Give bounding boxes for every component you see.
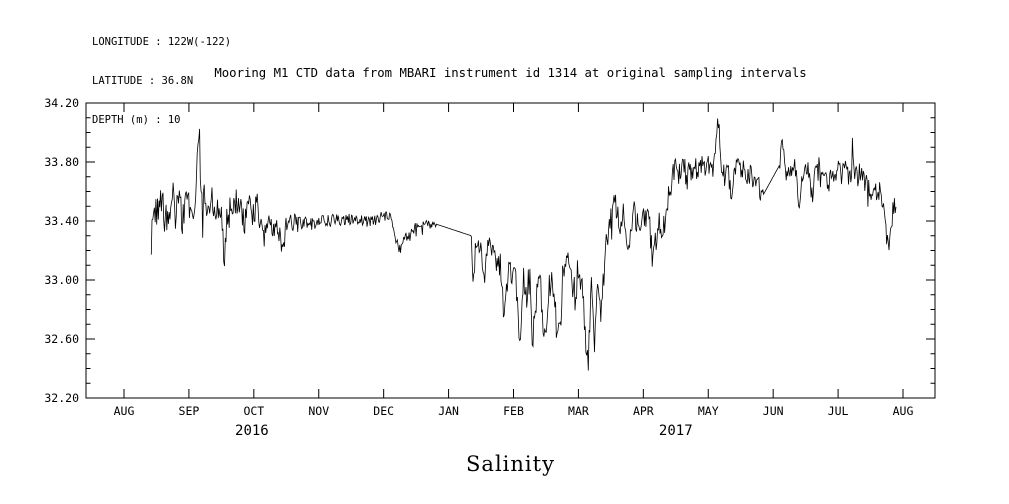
svg-text:NOV: NOV: [308, 404, 329, 418]
latitude-label: LATITUDE : 36.8N: [92, 75, 194, 87]
svg-text:DEC: DEC: [373, 404, 394, 418]
axis-caption: Salinity: [466, 452, 555, 476]
coords-info: LONGITUDE : 122W(-122) LATITUDE : 36.8N …: [92, 10, 231, 153]
svg-text:JAN: JAN: [438, 404, 459, 418]
svg-text:32.20: 32.20: [44, 391, 79, 405]
chart-title: Mooring M1 CTD data from MBARI instrumen…: [214, 66, 807, 80]
svg-text:AUG: AUG: [114, 404, 135, 418]
svg-text:AUG: AUG: [893, 404, 914, 418]
depth-label: DEPTH (m) : 10: [92, 114, 181, 126]
svg-text:33.40: 33.40: [44, 214, 79, 228]
svg-text:34.20: 34.20: [44, 96, 79, 110]
svg-text:33.80: 33.80: [44, 155, 79, 169]
svg-text:JUL: JUL: [828, 404, 849, 418]
svg-text:MAY: MAY: [698, 404, 719, 418]
svg-text:FEB: FEB: [503, 404, 524, 418]
longitude-label: LONGITUDE : 122W(-122): [92, 36, 232, 48]
svg-text:JUN: JUN: [763, 404, 784, 418]
svg-text:MAR: MAR: [568, 404, 589, 418]
svg-text:2016: 2016: [235, 423, 269, 439]
svg-text:SEP: SEP: [179, 404, 200, 418]
svg-text:APR: APR: [633, 404, 654, 418]
svg-text:OCT: OCT: [243, 404, 264, 418]
svg-text:32.60: 32.60: [44, 332, 79, 346]
svg-text:33.00: 33.00: [44, 273, 79, 287]
svg-text:2017: 2017: [659, 423, 693, 439]
